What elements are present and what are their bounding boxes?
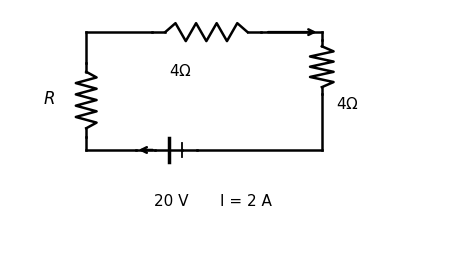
Text: I = 2 A: I = 2 A xyxy=(220,194,273,209)
Text: 4$\Omega$: 4$\Omega$ xyxy=(336,96,359,112)
Text: 4$\Omega$: 4$\Omega$ xyxy=(169,63,192,78)
Text: 20 V: 20 V xyxy=(154,194,188,209)
Text: $R$: $R$ xyxy=(43,90,55,108)
